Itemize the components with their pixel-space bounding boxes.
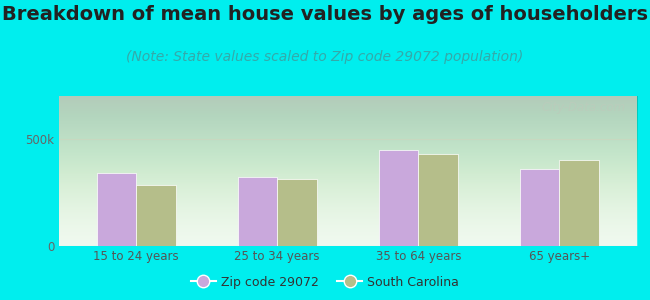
Bar bbox=[277, 178, 317, 246]
Text: City-Data.com: City-Data.com bbox=[541, 100, 625, 113]
Text: Breakdown of mean house values by ages of householders: Breakdown of mean house values by ages o… bbox=[2, 4, 648, 23]
Bar bbox=[379, 150, 419, 246]
Text: (Note: State values scaled to Zip code 29072 population): (Note: State values scaled to Zip code 2… bbox=[126, 50, 524, 64]
Bar bbox=[97, 173, 136, 246]
Bar bbox=[520, 169, 560, 246]
Bar bbox=[560, 160, 599, 246]
Bar bbox=[136, 185, 176, 246]
Bar bbox=[238, 177, 277, 246]
Legend: Zip code 29072, South Carolina: Zip code 29072, South Carolina bbox=[186, 271, 464, 294]
Bar bbox=[419, 154, 458, 246]
